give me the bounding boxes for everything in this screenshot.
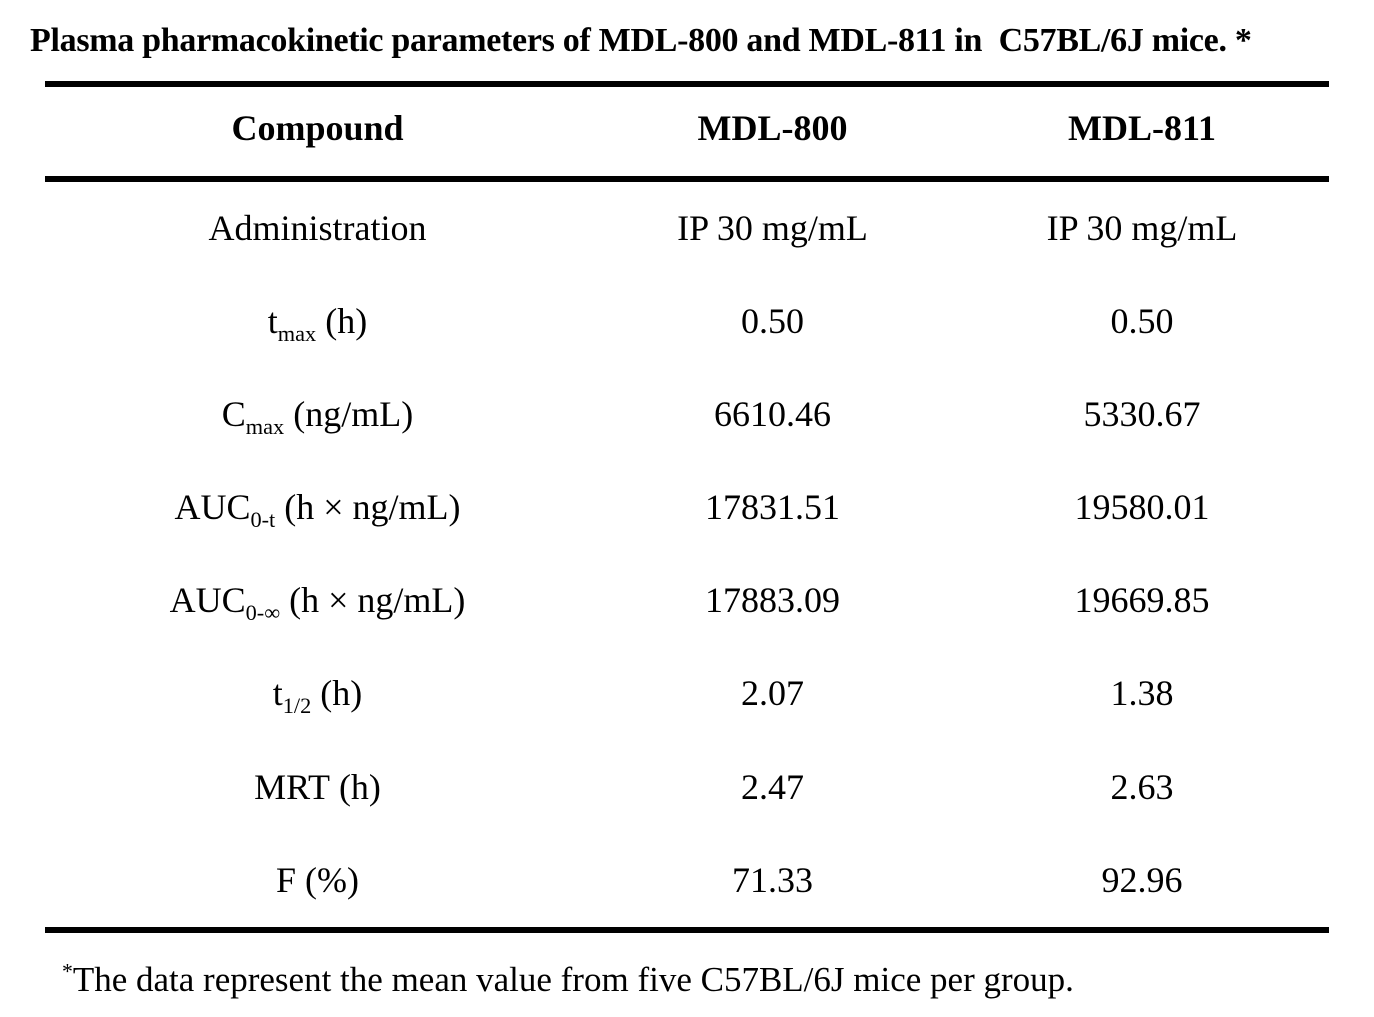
param-cell: MRT (h) [45, 766, 590, 808]
mdl811-value: 19669.85 [1074, 580, 1210, 621]
param-subscript: 0-t [250, 507, 276, 533]
param-subscript: max [277, 321, 317, 347]
mdl811-value: 19580.01 [1074, 487, 1210, 528]
rule-bottom [45, 927, 1329, 933]
table-caption: Plasma pharmacokinetic parameters of MDL… [30, 22, 1252, 59]
param-cell: Cmax (ng/mL) [45, 394, 590, 438]
param-subscript: 1/2 [282, 693, 312, 719]
param-unit: (%) [296, 859, 359, 900]
param-cell: AUC0-∞ (h × ng/mL) [45, 580, 590, 624]
table-row-thalf: t1/2 (h) 2.07 1.38 [45, 648, 1329, 741]
table-body: Administration IP 30 mg/mL IP 30 mg/mL t… [45, 182, 1329, 927]
mdl811-value: 5330.67 [1083, 394, 1201, 435]
param-unit: (h) [329, 766, 381, 807]
param-name: C [221, 394, 246, 435]
mdl800-value: 6610.46 [714, 394, 831, 435]
param-unit: (ng/mL) [284, 394, 414, 435]
table-row-mrt: MRT (h) 2.47 2.63 [45, 741, 1329, 834]
column-header-mdl800: MDL-800 [697, 108, 848, 149]
param-cell: t1/2 (h) [45, 673, 590, 718]
table-row-bioavailability: F (%) 71.33 92.96 [45, 834, 1329, 927]
column-header-mdl811: MDL-811 [1068, 108, 1216, 149]
footnote-asterisk: * [62, 959, 73, 984]
table-row-administration: Administration IP 30 mg/mL IP 30 mg/mL [45, 182, 1329, 275]
mdl800-value: 2.47 [741, 766, 804, 807]
rule-header-divider [45, 176, 1329, 182]
mdl811-value: 2.63 [1110, 766, 1174, 807]
param-unit: (h) [311, 673, 363, 714]
param-cell: F (%) [45, 859, 590, 901]
mdl800-value: 0.50 [741, 300, 804, 341]
mdl800-value: 2.07 [741, 673, 804, 714]
rule-top [45, 81, 1329, 87]
param-unit: (h) [316, 300, 368, 341]
mdl800-value: 71.33 [732, 859, 813, 900]
param-cell: AUC0-t (h × ng/mL) [45, 487, 590, 531]
footnote-text: The data represent the mean value from f… [72, 960, 1074, 999]
param-subscript: 0-∞ [245, 600, 281, 626]
table-header-row: Compound MDL-800 MDL-811 [45, 84, 1329, 174]
mdl800-value: 17883.09 [705, 580, 840, 621]
param-name: MRT [254, 766, 330, 807]
column-header-compound: Compound [231, 108, 404, 149]
param-subscript: max [245, 414, 285, 440]
param-name: AUC [169, 580, 246, 621]
table-row-tmax: tmax (h) 0.50 0.50 [45, 275, 1329, 368]
mdl800-value: 17831.51 [705, 487, 840, 528]
param-unit: (h × ng/mL) [280, 580, 466, 621]
mdl811-value: 0.50 [1110, 300, 1174, 341]
param-name: F [276, 859, 297, 900]
mdl800-value: IP 30 mg/mL [677, 207, 868, 248]
mdl811-value: 1.38 [1110, 673, 1174, 714]
param-name: t [267, 300, 278, 341]
mdl811-value: IP 30 mg/mL [1046, 207, 1238, 248]
param-cell: Administration [45, 207, 590, 249]
param-cell: tmax (h) [45, 300, 590, 345]
param-name: Administration [208, 207, 427, 248]
param-name: t [272, 673, 283, 714]
mdl811-value: 92.96 [1101, 859, 1183, 900]
table-row-cmax: Cmax (ng/mL) 6610.46 5330.67 [45, 368, 1329, 461]
param-name: AUC [174, 487, 251, 528]
table-footnote: *The data represent the mean value from … [62, 959, 1074, 1000]
table-row-auc0inf: AUC0-∞ (h × ng/mL) 17883.09 19669.85 [45, 555, 1329, 648]
param-unit: (h × ng/mL) [275, 487, 461, 528]
table-row-auc0t: AUC0-t (h × ng/mL) 17831.51 19580.01 [45, 461, 1329, 554]
